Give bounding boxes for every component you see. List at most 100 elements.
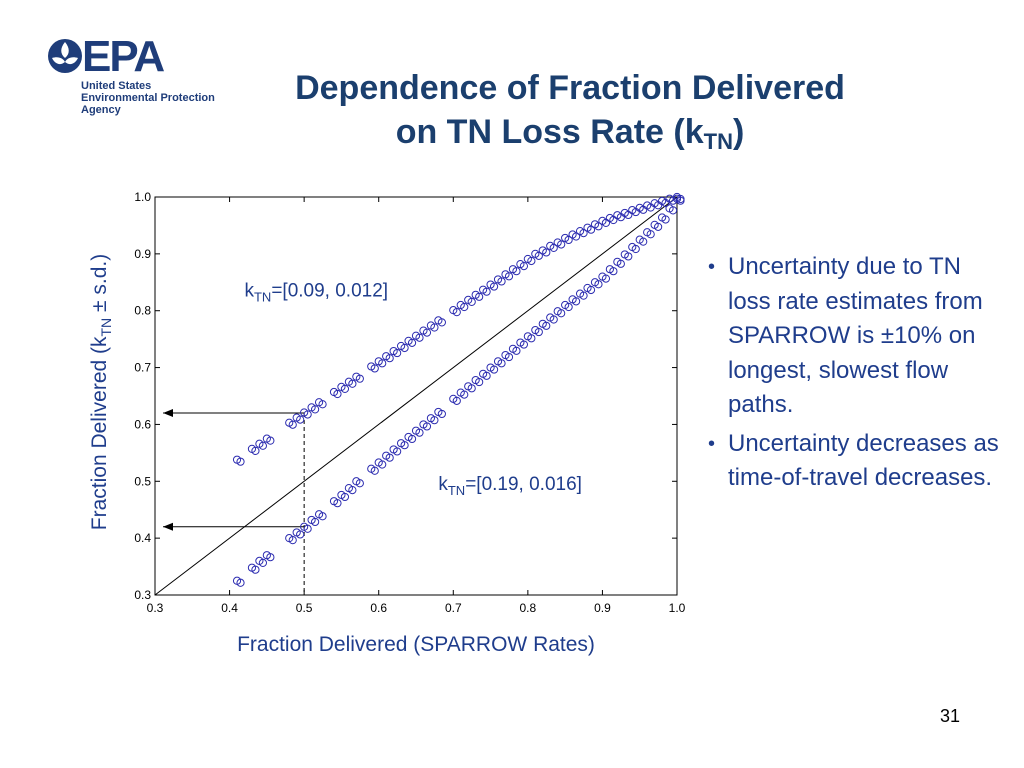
arrow-head	[163, 409, 173, 418]
data-point	[482, 287, 491, 296]
data-point	[393, 447, 402, 456]
data-point	[668, 206, 678, 215]
y-axis-label-suffix: ± s.d.)	[87, 253, 111, 318]
data-point	[355, 479, 364, 488]
x-tick-label: 0.7	[445, 601, 462, 615]
data-point	[303, 524, 312, 533]
y-tick-label: 0.5	[134, 474, 151, 488]
data-point	[609, 215, 618, 225]
data-point	[348, 379, 357, 388]
data-point	[437, 318, 446, 327]
data-point	[616, 259, 625, 268]
data-point	[460, 302, 469, 312]
y-axis-label-sub: TN	[98, 317, 115, 337]
y-tick-label: 0.9	[134, 247, 151, 261]
data-point	[296, 530, 305, 539]
data-point	[452, 396, 461, 405]
data-point	[340, 492, 350, 502]
k-tn-annotation: kTN=[0.09, 0.012]	[244, 281, 388, 305]
data-point	[460, 390, 469, 399]
annotation-sub: TN	[448, 483, 465, 498]
data-point	[549, 315, 558, 324]
y-tick-label: 0.8	[134, 304, 151, 318]
x-tick-label: 0.6	[370, 601, 387, 615]
y-tick-label: 0.6	[134, 417, 151, 431]
data-point	[236, 578, 245, 587]
data-point	[497, 277, 506, 286]
data-point	[489, 365, 499, 374]
data-point	[303, 410, 312, 419]
data-point	[579, 229, 588, 238]
y-tick-label: 0.4	[134, 531, 151, 545]
data-point	[572, 232, 581, 241]
data-point	[333, 389, 342, 399]
data-point	[430, 323, 439, 332]
data-point	[534, 251, 543, 260]
data-point	[266, 436, 275, 445]
data-point	[579, 291, 588, 300]
y-tick-label: 0.3	[134, 588, 151, 602]
x-tick-label: 0.4	[221, 601, 238, 615]
data-point	[378, 460, 387, 469]
data-point	[393, 348, 402, 358]
data-point	[564, 302, 573, 312]
data-point	[519, 261, 529, 271]
data-point	[504, 352, 514, 362]
data-point	[661, 215, 670, 224]
data-point	[400, 441, 409, 450]
one-to-one-line	[154, 196, 678, 596]
x-tick-label: 0.3	[147, 601, 164, 615]
data-point	[639, 237, 648, 246]
data-point	[654, 222, 663, 231]
data-point	[340, 384, 350, 394]
agency-line-1: United States	[81, 80, 152, 92]
data-point	[467, 384, 476, 393]
data-point	[624, 252, 633, 261]
data-point	[557, 240, 566, 249]
y-axis-label: Fraction Delivered (kTN ± s.d.)	[88, 254, 114, 530]
title-line-2-sub: TN	[703, 129, 733, 154]
data-point	[676, 196, 685, 205]
data-point	[296, 415, 305, 424]
data-point	[311, 405, 320, 414]
x-tick-label: 0.5	[296, 601, 313, 615]
annotation-suffix: =[0.09, 0.012]	[271, 281, 388, 302]
title-line-2: on TN Loss Rate (kTN)	[190, 110, 950, 154]
slide-title: Dependence of Fraction Delivered on TN L…	[190, 66, 950, 154]
data-point	[586, 285, 596, 295]
data-point	[258, 558, 267, 567]
data-point	[251, 446, 260, 455]
y-axis-label-prefix: Fraction Delivered (k	[87, 336, 111, 531]
data-point	[594, 280, 603, 289]
data-point	[646, 230, 655, 239]
data-point	[512, 346, 521, 355]
data-point	[385, 354, 394, 363]
annotation-sub: TN	[254, 290, 271, 305]
data-point	[288, 536, 297, 545]
data-point	[557, 309, 566, 318]
data-point	[370, 466, 379, 475]
data-point	[601, 274, 611, 283]
data-point	[527, 334, 536, 343]
data-point	[534, 327, 543, 337]
page-number: 31	[940, 706, 961, 726]
title-line-1: Dependence of Fraction Delivered	[295, 69, 845, 107]
data-point	[378, 359, 387, 368]
data-point	[258, 441, 267, 450]
data-point	[467, 297, 476, 307]
data-point	[251, 565, 260, 574]
data-point	[385, 453, 394, 462]
title-line-2-suffix: )	[732, 113, 745, 151]
agency-line-3: Agency	[81, 104, 121, 116]
data-point	[586, 225, 596, 234]
data-point	[288, 420, 297, 429]
annotation-prefix: k	[438, 474, 448, 495]
y-tick-label: 1.0	[134, 190, 151, 204]
data-point	[407, 434, 417, 444]
agency-line-2: Environmental Protection	[81, 92, 215, 104]
data-point	[430, 416, 439, 425]
data-point	[564, 235, 573, 245]
data-point	[504, 272, 514, 281]
data-point	[236, 457, 245, 466]
data-point	[594, 222, 603, 231]
